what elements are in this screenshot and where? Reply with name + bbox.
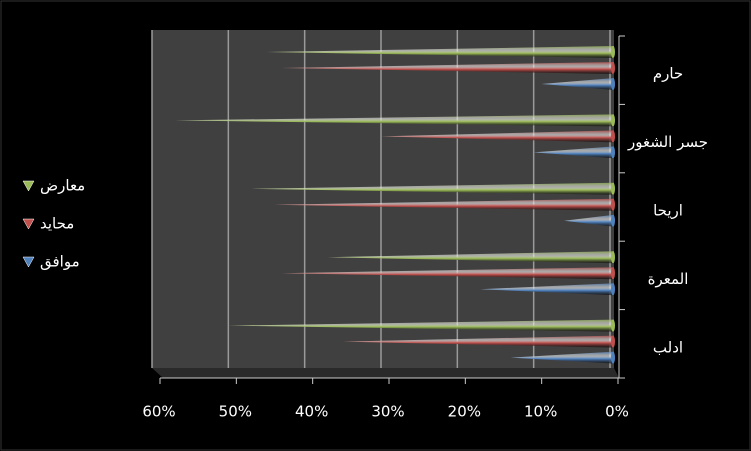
bar [564,214,614,227]
bar-base [611,351,615,364]
bar-base [611,214,615,227]
bar [228,319,615,332]
bar [510,351,614,364]
plot-floor [152,368,619,378]
y-tick-label: المعرة [648,270,689,288]
bar [251,182,614,195]
x-tick-label: 20% [448,403,481,421]
y-tick-label: جسر الشغور [627,133,708,151]
legend-label: معارض [40,177,85,195]
bar [281,267,614,280]
x-tick-label: 60% [142,403,175,421]
bar-base [611,62,615,74]
bar [533,146,614,159]
legend-swatch [22,218,35,230]
bar-base [611,251,615,264]
legend-swatch [22,180,35,192]
legend-label: موافق [40,253,80,271]
bar-base [611,319,615,332]
plot-area [152,30,614,368]
bar [274,198,614,211]
bar-base [611,130,615,143]
bar [327,251,614,264]
legend-label: محايد [40,215,74,233]
x-tick-label: 50% [219,403,252,421]
x-tick-label: 30% [371,403,404,421]
bar [541,78,614,90]
bar-base [611,267,615,280]
legend-swatch [22,256,35,268]
x-tick-label: 0% [605,403,629,421]
y-tick-label: ادلب [653,338,683,356]
bar-base [611,283,615,296]
y-tick-label: اريحا [653,202,683,220]
bar [381,130,614,143]
bar-base [611,182,615,195]
y-tick-label: حارم [653,65,683,83]
bar-base [611,146,615,159]
bar-base [611,46,615,58]
bar-base [611,198,615,211]
bar [342,335,614,348]
bar [174,114,614,127]
bar [281,62,614,74]
bar-base [611,335,615,348]
bar [266,46,614,58]
bar [480,283,614,296]
bar-base [611,114,615,127]
x-tick-label: 40% [295,403,328,421]
x-tick-label: 10% [524,403,557,421]
bar-base [611,78,615,90]
